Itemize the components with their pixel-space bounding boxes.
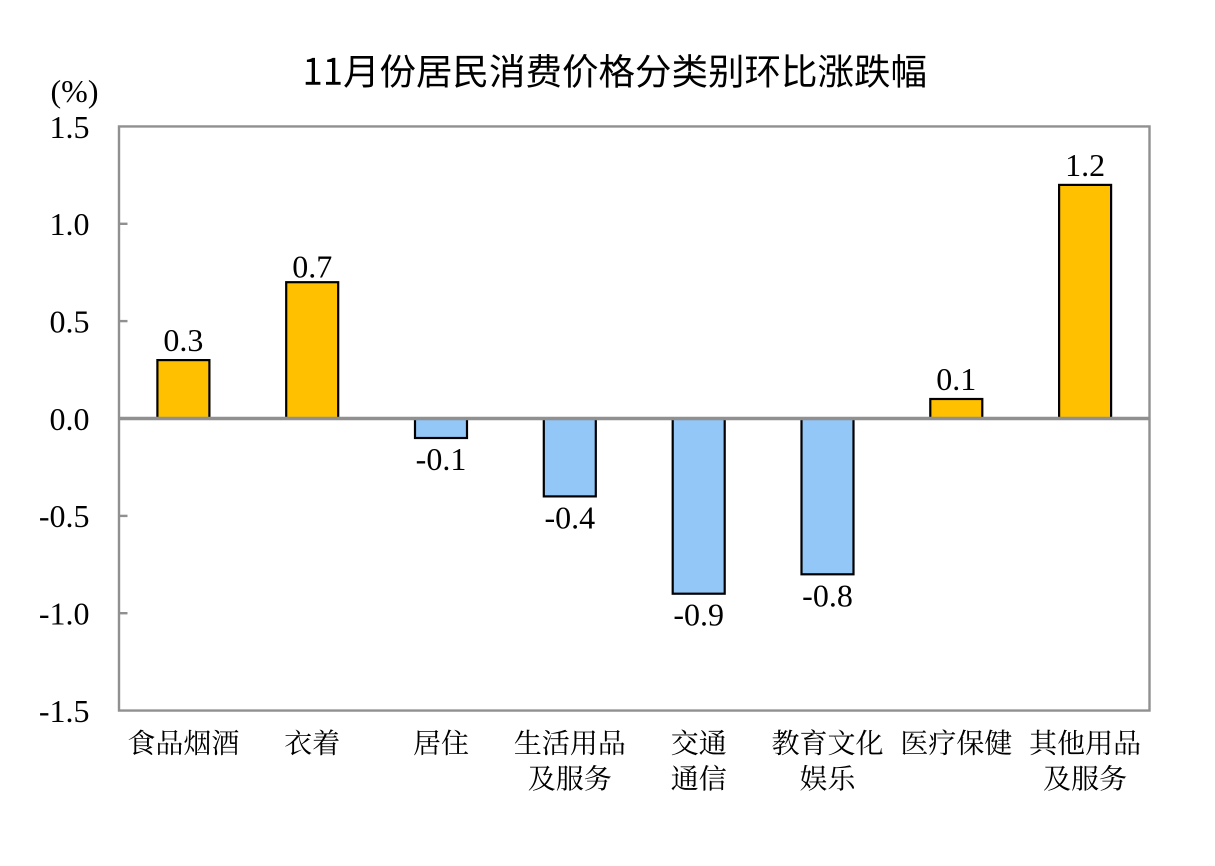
svg-text:0.5: 0.5 (50, 304, 90, 340)
svg-text:-0.1: -0.1 (416, 441, 467, 477)
svg-text:-1.0: -1.0 (39, 596, 90, 632)
svg-text:0.3: 0.3 (163, 322, 203, 358)
svg-text:-0.4: -0.4 (544, 499, 595, 535)
svg-text:0.7: 0.7 (292, 249, 332, 285)
svg-text:0.0: 0.0 (50, 401, 90, 437)
svg-text:0.1: 0.1 (936, 361, 976, 397)
svg-text:1.2: 1.2 (1065, 147, 1105, 183)
svg-text:(%): (%) (51, 73, 99, 109)
svg-text:-1.5: -1.5 (39, 693, 90, 729)
svg-text:-0.9: -0.9 (673, 597, 724, 633)
svg-text:-0.8: -0.8 (802, 577, 853, 613)
svg-text:-0.5: -0.5 (39, 498, 90, 534)
svg-text:1.0: 1.0 (50, 206, 90, 242)
svg-text:1.5: 1.5 (50, 109, 90, 145)
